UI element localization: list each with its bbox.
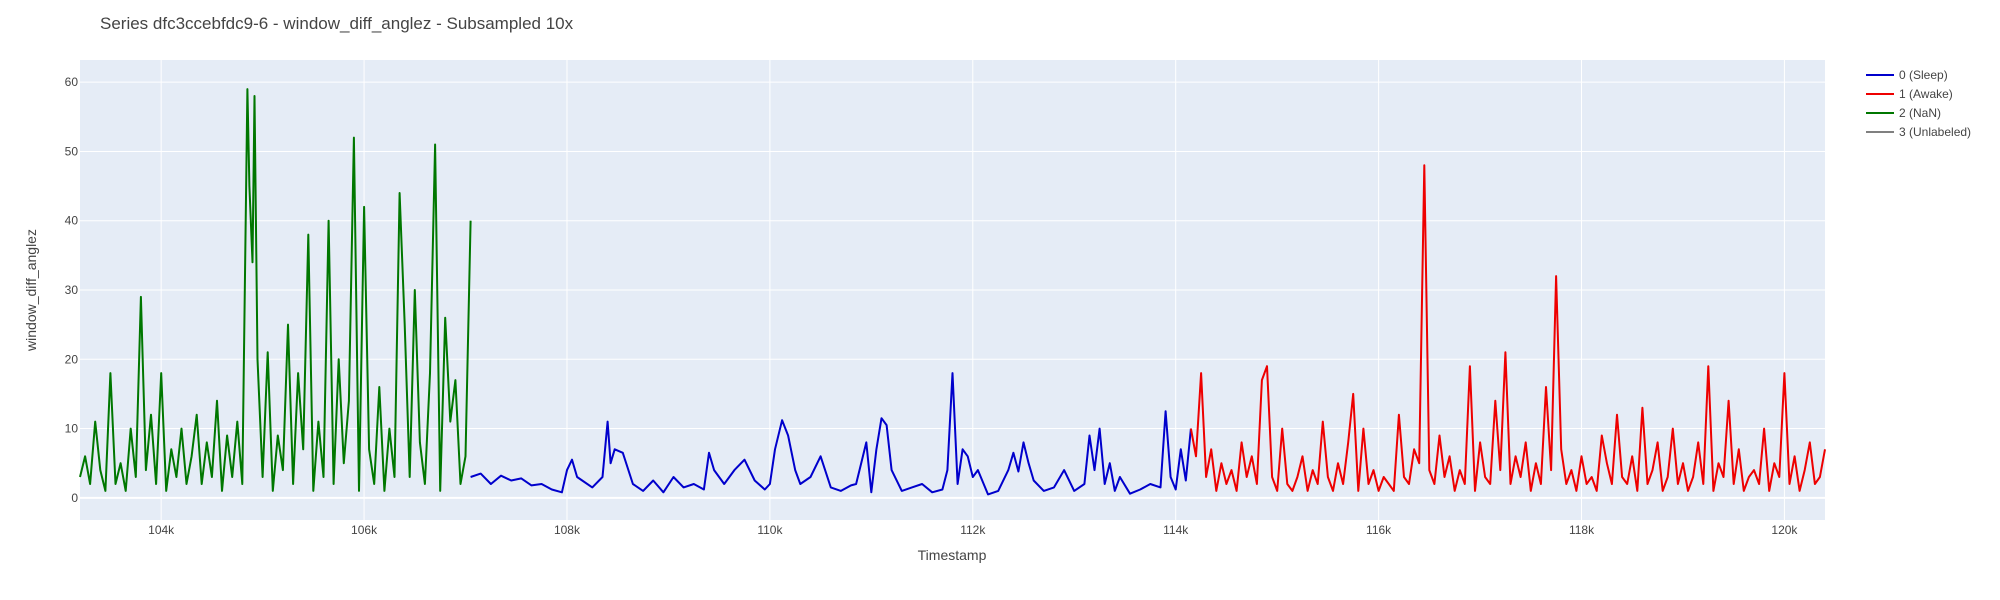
grid <box>80 60 1825 520</box>
x-tick-label: 118k <box>1569 523 1595 537</box>
y-tick-label: 10 <box>65 422 79 436</box>
legend-item-0[interactable]: 0 (Sleep) <box>1866 68 1948 82</box>
y-axis-title: window_diff_anglez <box>23 229 39 352</box>
x-tick-label: 114k <box>1163 523 1189 537</box>
x-tick-label: 108k <box>554 523 581 537</box>
x-tick-label: 106k <box>351 523 378 537</box>
legend-item-3[interactable]: 3 (Unlabeled) <box>1866 125 1971 139</box>
legend-item-1[interactable]: 1 (Awake) <box>1866 87 1953 101</box>
x-axis-ticks: 104k 106k 108k 110k 112k 114k 116k 118k 120k <box>148 523 1798 537</box>
series-layer <box>79 88 1826 496</box>
y-tick-label: 60 <box>65 75 79 89</box>
y-axis-ticks: 0 10 20 30 40 50 60 <box>65 75 79 505</box>
chart-title: Series dfc3ccebfdc9-6 - window_diff_angl… <box>100 14 574 33</box>
y-tick-label: 40 <box>65 214 79 228</box>
legend-label: 2 (NaN) <box>1899 106 1941 120</box>
series-line-0 <box>470 372 1192 496</box>
y-tick-label: 30 <box>65 283 79 297</box>
x-tick-label: 112k <box>960 523 986 537</box>
x-tick-label: 104k <box>148 523 175 537</box>
x-axis-title: Timestamp <box>918 547 987 563</box>
legend-label: 0 (Sleep) <box>1899 68 1948 82</box>
x-tick-label: 120k <box>1771 523 1798 537</box>
y-tick-label: 20 <box>65 352 79 366</box>
y-tick-label: 0 <box>71 491 78 505</box>
legend-label: 1 (Awake) <box>1899 87 1953 101</box>
legend[interactable]: 0 (Sleep) 1 (Awake) 2 (NaN) 3 (Unlabeled) <box>1866 68 1971 139</box>
x-tick-label: 110k <box>757 523 783 537</box>
legend-item-2[interactable]: 2 (NaN) <box>1866 106 1941 120</box>
x-tick-label: 116k <box>1366 523 1392 537</box>
legend-label: 3 (Unlabeled) <box>1899 125 1971 139</box>
series-line-1 <box>1189 164 1826 492</box>
series-line-2 <box>79 88 472 492</box>
y-tick-label: 50 <box>65 144 79 158</box>
